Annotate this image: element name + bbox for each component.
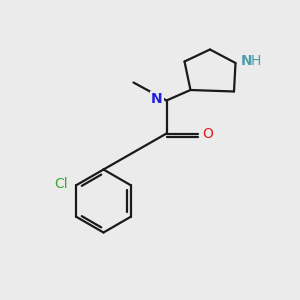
Text: H: H bbox=[251, 54, 262, 68]
Text: N: N bbox=[241, 54, 253, 68]
Text: Cl: Cl bbox=[54, 177, 68, 191]
Text: N: N bbox=[151, 92, 163, 106]
Text: O: O bbox=[202, 127, 213, 140]
